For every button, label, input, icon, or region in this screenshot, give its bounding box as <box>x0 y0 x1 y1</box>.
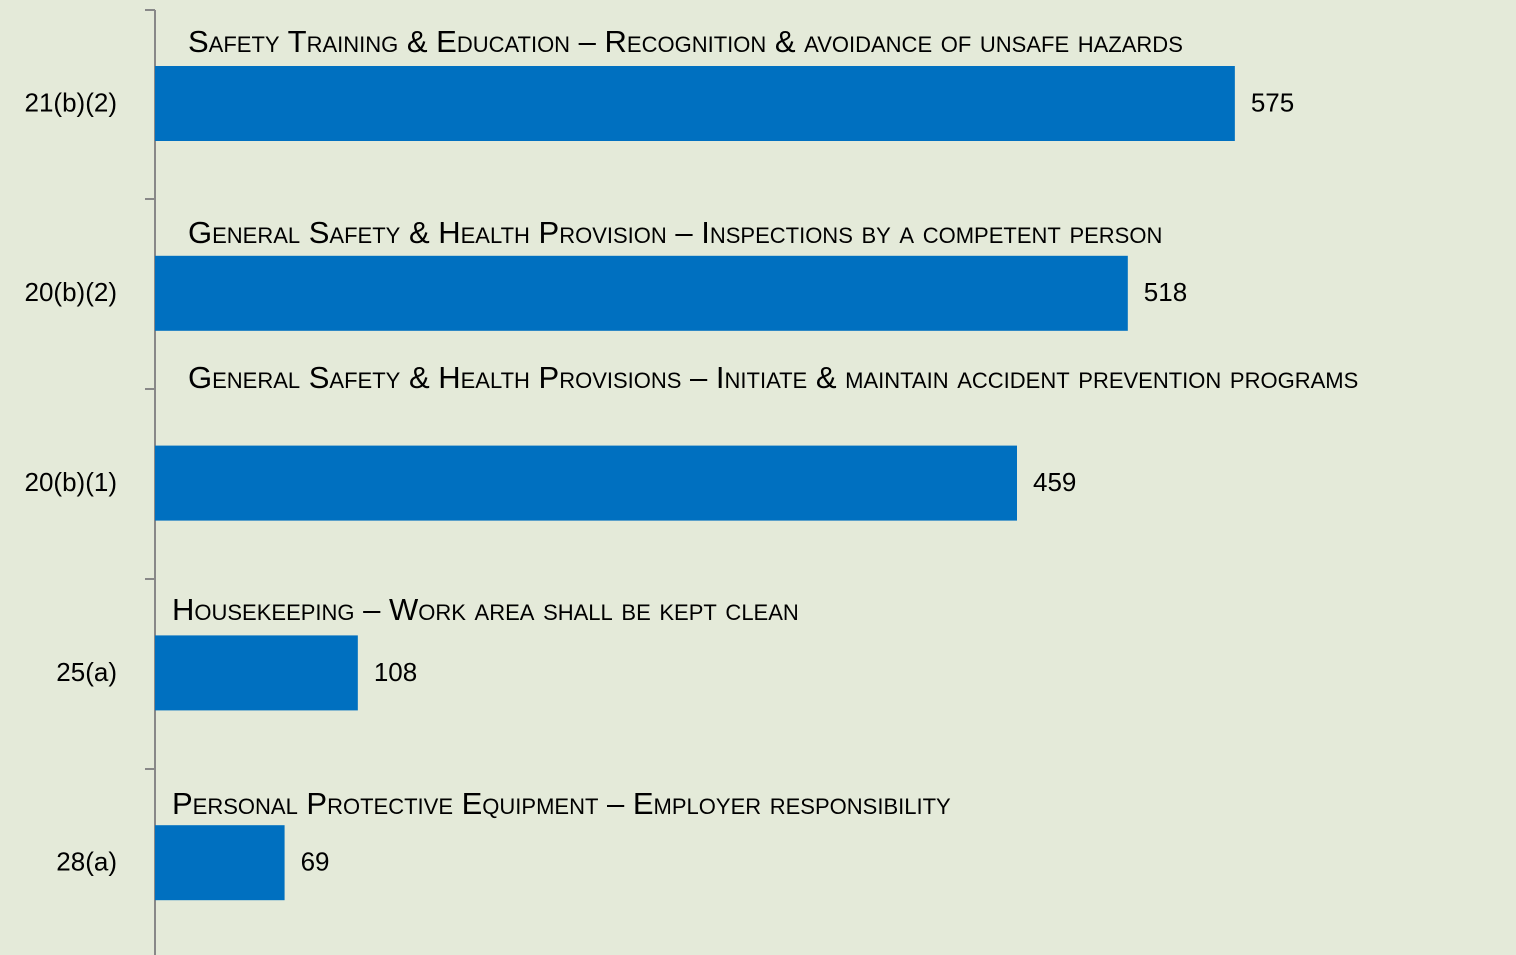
category-label: 20(b)(1) <box>25 467 117 497</box>
bar <box>155 255 1128 331</box>
value-label: 459 <box>1033 467 1076 497</box>
value-label: 69 <box>301 847 330 877</box>
bar <box>155 445 1018 521</box>
category-label: 28(a) <box>56 847 117 877</box>
bar-description: General Safety & Health Provision – Insp… <box>188 215 1163 250</box>
value-label: 108 <box>374 657 417 687</box>
value-label: 575 <box>1251 87 1294 117</box>
bar-description: Safety Training & Education – Recognitio… <box>188 24 1183 59</box>
bar-description: Personal Protective Equipment – Employer… <box>172 786 951 821</box>
bar <box>155 66 1235 141</box>
category-label: 20(b)(2) <box>25 277 117 307</box>
bar <box>155 635 358 711</box>
category-label: 25(a) <box>56 657 117 687</box>
bar <box>155 825 285 901</box>
bar-description: General Safety & Health Provisions – Ini… <box>188 360 1359 395</box>
value-label: 518 <box>1144 277 1187 307</box>
category-label: 21(b)(2) <box>25 87 117 117</box>
bar-description: Housekeeping – Work area shall be kept c… <box>172 592 799 627</box>
